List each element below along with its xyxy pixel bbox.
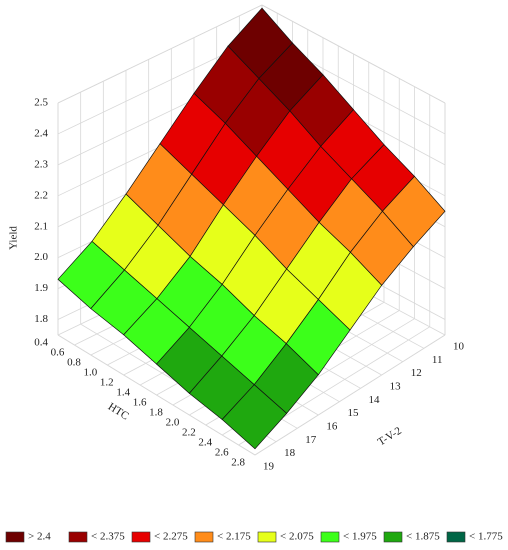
legend-label: < 2.175: [217, 531, 251, 543]
z-axis-title: Yield: [8, 226, 20, 250]
y-tick-label: 14: [369, 394, 381, 406]
x-tick-label: 0.8: [67, 357, 81, 369]
x-tick-label: 1.8: [149, 407, 163, 419]
legend-swatch: [257, 531, 277, 543]
x-tick-label: 1.2: [100, 377, 114, 389]
legend-swatch: [194, 531, 214, 543]
z-tick-label: 1.8: [34, 313, 48, 325]
z-tick-label: 2.5: [34, 97, 48, 109]
z-tick-label: 2.2: [34, 189, 48, 201]
x-tick-label: 2.2: [182, 427, 196, 439]
x-tick-label: 2.4: [198, 437, 212, 449]
legend-label: < 1.875: [406, 531, 440, 543]
legend-label: < 2.375: [91, 531, 125, 543]
legend-label: < 2.275: [154, 531, 188, 543]
legend-label: < 1.775: [469, 531, 503, 543]
x-tick-label: 1.0: [84, 367, 98, 379]
surface-cell: [221, 384, 288, 450]
y-tick-label: 13: [390, 381, 402, 393]
x-tick-label: 2.0: [166, 417, 180, 429]
y-tick-label: 18: [284, 447, 296, 459]
y-tick-label: 10: [453, 341, 465, 353]
x-axis-title: HTC: [106, 401, 131, 423]
legend-label: < 1.975: [343, 531, 377, 543]
z-tick-label: 1.9: [34, 282, 48, 294]
z-tick-label: 2.1: [34, 220, 48, 232]
y-tick-label: 12: [411, 367, 422, 379]
y-tick-label: 17: [305, 434, 317, 446]
grid-line: [57, 4, 263, 104]
legend-swatch: [383, 531, 403, 543]
x-tick-label: 0.6: [51, 347, 65, 359]
x-tick-label: 1.4: [116, 387, 130, 399]
y-tick-label: 16: [326, 421, 338, 433]
x-tick-label: 1.6: [133, 397, 147, 409]
z-tick-label: 2.0: [34, 251, 48, 263]
x-tick-label: 2.8: [231, 457, 245, 469]
legend-label: < 2.075: [280, 531, 314, 543]
legend-swatch: [446, 531, 466, 543]
z-tick-label: 2.4: [34, 127, 48, 139]
x-tick-label: 2.6: [215, 447, 229, 459]
legend-label: > 2.4: [28, 531, 51, 543]
legend-swatch: [5, 531, 25, 543]
y-axis-title: T-V-2: [376, 425, 404, 449]
legend-swatch: [320, 531, 340, 543]
y-tick-label: 15: [347, 407, 359, 419]
y-tick-label: 19: [263, 461, 275, 473]
x-tick-label: 0.4: [34, 337, 48, 349]
legend-swatch: [131, 531, 151, 543]
y-tick-label: 11: [432, 354, 443, 366]
z-tick-label: 2.3: [34, 158, 48, 170]
legend-swatch: [68, 531, 88, 543]
grid-line: [57, 334, 256, 456]
grid-line: [254, 334, 446, 456]
